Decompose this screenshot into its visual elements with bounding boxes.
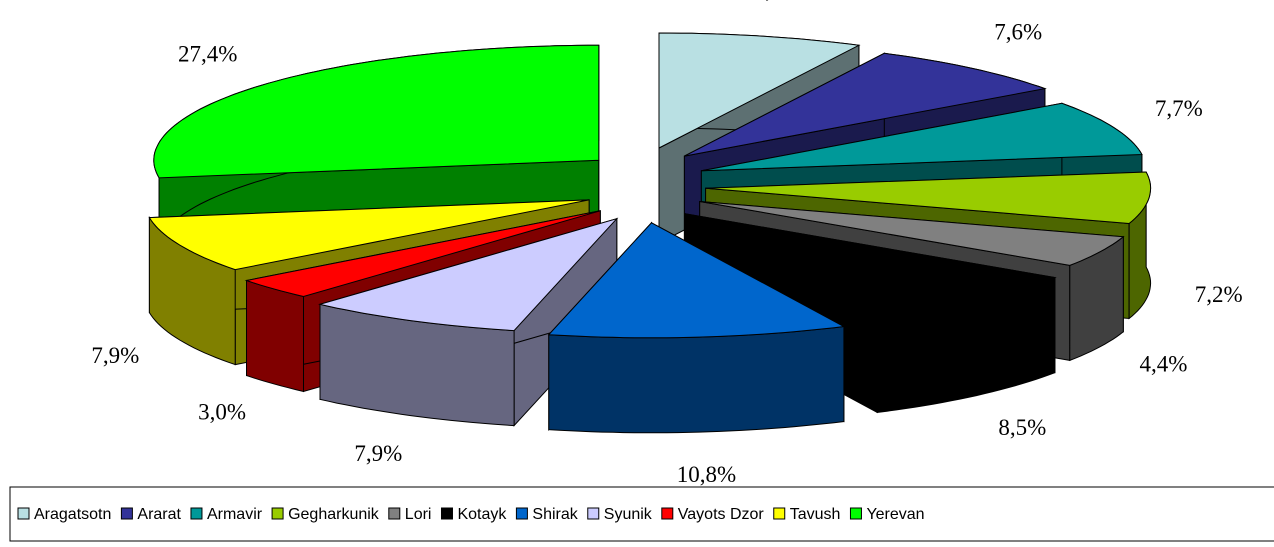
legend-label: Gegharkunik (288, 506, 380, 523)
legend-swatch (661, 507, 674, 520)
data-label: 10,8% (677, 462, 736, 487)
legend-label: Yerevan (866, 506, 924, 523)
data-label: 7,9% (91, 343, 139, 368)
legend-label: Tavush (790, 506, 841, 523)
legend-label: Vayots Dzor (678, 506, 765, 523)
legend-box (9, 486, 1274, 542)
legend-label: Syunik (604, 506, 653, 523)
slice (658, 32, 861, 149)
legend-swatch (587, 507, 600, 520)
slice (148, 199, 590, 271)
data-label: 27,4% (178, 41, 237, 66)
slice (547, 222, 846, 339)
legend-swatch (388, 507, 401, 520)
legend-swatch (271, 507, 284, 520)
data-label: 7,7% (1155, 96, 1203, 121)
slice (701, 102, 1143, 172)
data-label: 4,4% (1139, 351, 1187, 376)
slice (705, 171, 1152, 225)
legend-swatch (17, 507, 30, 520)
legend-swatch (515, 507, 528, 520)
data-label: 7,4% (754, 0, 802, 3)
data-label: 3,0% (198, 400, 246, 425)
slice (699, 201, 1125, 266)
slice (318, 217, 619, 332)
slice-side (548, 325, 845, 434)
legend-label: Ararat (137, 506, 181, 523)
data-label: 7,2% (1195, 282, 1243, 307)
legend-swatch (190, 507, 203, 520)
legend-label: Shirak (532, 506, 578, 523)
data-label: 8,5% (998, 415, 1046, 440)
slice-side (246, 279, 304, 393)
data-label: 7,9% (354, 441, 402, 466)
legend-label: Kotayk (457, 506, 507, 523)
legend-swatch (849, 507, 862, 520)
legend-label: Armavir (207, 506, 263, 523)
pie: 7,4% 7,6% 7,7% 7,2% 4,4% 8,5% 10,8% 7,9% 3,0% 7,9… (91, 0, 1242, 487)
data-label: 7,6% (994, 19, 1042, 44)
legend-swatch (440, 507, 453, 520)
slice (684, 213, 1057, 318)
slice (684, 52, 1047, 157)
legend-label: Aragatsotn (34, 506, 111, 523)
legend-swatch (120, 507, 133, 520)
legend-label: Lori (405, 506, 432, 523)
slice (153, 44, 600, 179)
legend-swatch (773, 507, 786, 520)
legend: Aragatsotn Ararat Armavir Gegharkunik Lori Ko… (17, 506, 925, 523)
slice (244, 210, 601, 298)
